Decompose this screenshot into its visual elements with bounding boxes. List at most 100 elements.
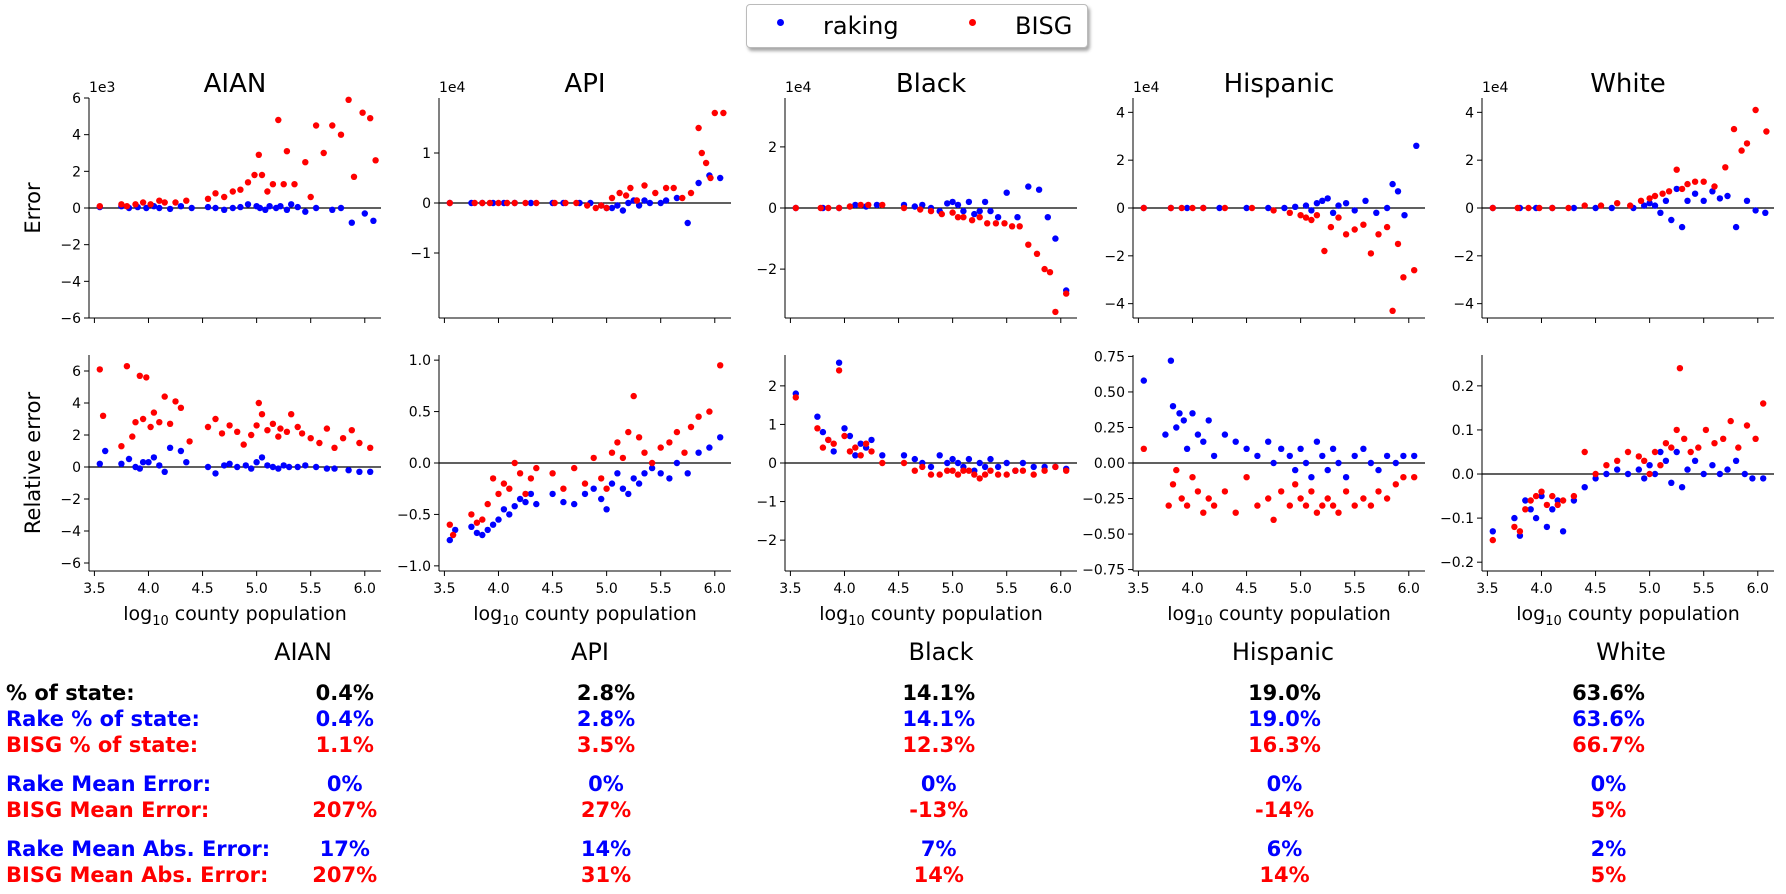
table-header-hispanic: Hispanic xyxy=(1231,638,1335,666)
relerr-white-raking-point xyxy=(1668,479,1675,486)
relerr-black-raking-point xyxy=(852,452,859,459)
relerr-aian-bisg-point xyxy=(339,435,347,442)
error-black-bisg-point xyxy=(1033,250,1041,257)
relerr-white-raking-point xyxy=(1511,514,1518,522)
relerr-api-bisg-point xyxy=(468,511,475,518)
relerr-hispanic-ytick-label: −0.50 xyxy=(1082,527,1125,543)
error-black-raking-point xyxy=(949,198,956,206)
relerr-aian-raking-point xyxy=(145,459,152,466)
error-api-bisg-point xyxy=(608,194,616,202)
relerr-black-bisg-point xyxy=(1003,471,1010,478)
legend-raking-marker xyxy=(777,19,784,26)
error-api-raking-point xyxy=(635,202,643,209)
relerr-white-raking-point xyxy=(1646,462,1653,469)
error-hispanic-bisg-point xyxy=(1297,212,1304,219)
relerr-api-bisg-point xyxy=(533,464,540,472)
relerr-hispanic-raking-point xyxy=(1324,466,1331,474)
relerr-aian-raking-point xyxy=(156,462,163,469)
error-aian-bisg-point xyxy=(118,201,125,208)
relerr-hispanic-raking-point xyxy=(1189,410,1196,417)
relerr-api-raking-point xyxy=(452,526,459,534)
error-hispanic-bisg-point xyxy=(1140,204,1148,212)
relerr-hispanic-raking-point xyxy=(1292,466,1299,474)
error-white-bisg-point xyxy=(1565,204,1572,212)
error-hispanic-raking-point xyxy=(1308,207,1315,214)
error-hispanic-raking-point xyxy=(1292,203,1299,210)
error-aian-raking-point xyxy=(256,204,264,212)
error-aian-raking-point xyxy=(283,206,291,213)
relerr-hispanic-raking-point xyxy=(1329,445,1337,452)
relerr-white-xtick-label: 5.5 xyxy=(1693,581,1715,597)
relerr-black-raking-point xyxy=(1030,463,1037,471)
relerr-black-bisg-point xyxy=(981,471,989,478)
relerr-api-ytick-label: −1.0 xyxy=(397,559,431,575)
table-cell: 2.8% xyxy=(576,707,636,731)
error-white-raking-point xyxy=(1732,223,1740,231)
error-black-bisg-point xyxy=(825,204,832,212)
error-aian-bisg-point xyxy=(320,149,327,157)
error-aian-raking-point xyxy=(277,203,284,210)
error-aian-bisg-point xyxy=(350,173,358,180)
table-cell: 207% xyxy=(312,863,378,887)
error-aian-raking-point xyxy=(212,204,219,212)
relerr-aian-bisg-point xyxy=(139,415,147,423)
relerr-api-bisg-point xyxy=(571,464,578,472)
relerr-aian-raking-point xyxy=(367,468,374,475)
relerr-hispanic-xtick-label: 3.5 xyxy=(1127,581,1149,597)
error-api-bisg-point xyxy=(446,199,453,207)
relerr-api-bisg-point xyxy=(706,408,713,415)
relerr-hispanic-bisg-point xyxy=(1351,502,1358,509)
relerr-hispanic-raking-point xyxy=(1400,452,1407,460)
error-api-bisg-point xyxy=(616,189,623,197)
table-cell: 5% xyxy=(1590,798,1627,822)
relerr-api-bisg-point xyxy=(603,485,610,492)
error-black-bisg-point xyxy=(927,207,935,215)
relerr-black-xlabel: log10 county population xyxy=(819,603,1043,629)
error-hispanic-raking-point xyxy=(1265,204,1272,212)
error-black-bisg-point xyxy=(938,210,945,218)
relerr-hispanic-bisg-point xyxy=(1400,474,1407,481)
relerr-white-bisg-point xyxy=(1727,417,1734,425)
relerr-aian-raking-point xyxy=(331,465,338,472)
relerr-hispanic-bisg-point xyxy=(1411,474,1418,481)
table-cell: 5% xyxy=(1590,863,1627,887)
error-api-bisg-point xyxy=(584,202,591,209)
table-cell: 63.6% xyxy=(1572,681,1645,705)
relerr-white-raking-point xyxy=(1641,475,1648,482)
relerr-api-bisg-point xyxy=(648,459,656,467)
relerr-white-raking-point xyxy=(1624,470,1632,478)
figure: −6 −4 −2 0 2 4 6 AIAN 1e3 Error −1 0 1 API 1e4 −2 0 2 Blac… xyxy=(21,69,1774,629)
relerr-white-bisg-point xyxy=(1522,506,1529,513)
error-aian-raking-point xyxy=(244,201,252,208)
relerr-black-xtick-label: 5.5 xyxy=(996,581,1018,597)
relerr-hispanic-raking-point xyxy=(1205,417,1212,424)
relerr-aian-xtick-label: 6.0 xyxy=(354,581,376,597)
error-aian-bisg-point xyxy=(172,199,179,206)
relerr-hispanic-bisg-point xyxy=(1360,495,1367,502)
relerr-black-raking-point xyxy=(846,432,854,440)
relerr-hispanic-bisg-point xyxy=(1313,509,1321,516)
error-black-bisg-point xyxy=(949,209,956,216)
table-cell: 17% xyxy=(319,837,370,861)
relerr-hispanic-xtick-label: 4.0 xyxy=(1181,581,1203,597)
error-white-bisg-point xyxy=(1665,188,1673,195)
relerr-api-raking-point xyxy=(484,526,491,534)
relerr-api-raking-point xyxy=(522,498,529,506)
error-hispanic-raking-point xyxy=(1394,188,1402,195)
relerr-hispanic-raking-point xyxy=(1313,438,1321,445)
relerr-hispanic-raking-point xyxy=(1173,424,1180,431)
error-aian-ytick-label: −2 xyxy=(60,238,81,254)
relerr-aian-bisg-point xyxy=(253,422,260,429)
error-white-title: White xyxy=(1590,69,1666,99)
relerr-aian-raking-point xyxy=(248,465,255,472)
relerr-white-bisg-point xyxy=(1614,457,1621,464)
relerr-hispanic-bisg-point xyxy=(1210,502,1218,509)
error-white-raking-point xyxy=(1762,209,1769,216)
relerr-hispanic-xlabel: log10 county population xyxy=(1167,603,1391,629)
error-api-raking-point xyxy=(646,199,654,207)
relerr-hispanic-bisg-point xyxy=(1254,502,1261,509)
error-aian-bisg-point xyxy=(372,157,379,164)
relerr-hispanic-bisg-point xyxy=(1383,495,1391,502)
relerr-black-ytick-label: 0 xyxy=(768,456,777,472)
relerr-api-bisg-point xyxy=(666,439,673,446)
